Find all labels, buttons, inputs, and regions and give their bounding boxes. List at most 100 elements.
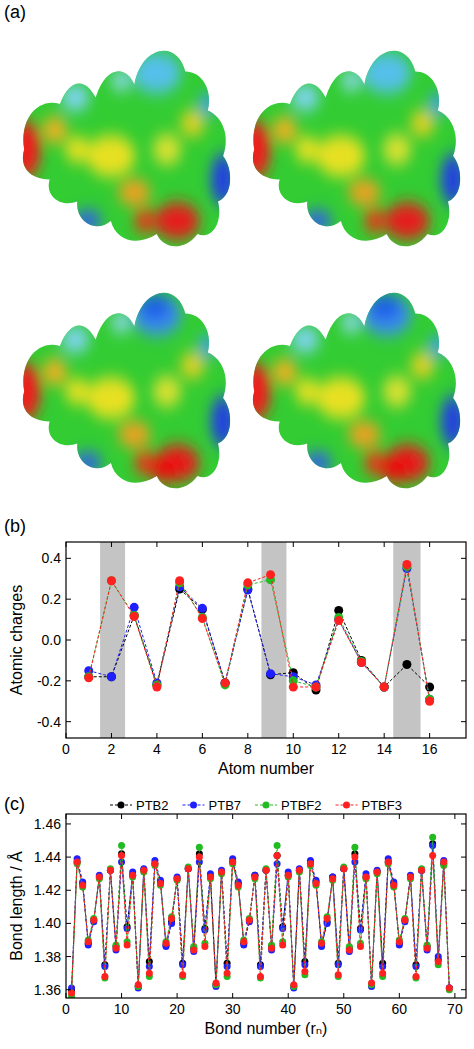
y-tick: [461, 956, 466, 957]
y-tick-label: 1.36: [34, 982, 61, 998]
y-tick: [461, 640, 466, 641]
surface-spot: [43, 117, 67, 143]
y-tick: [461, 680, 466, 681]
surface: [242, 293, 465, 489]
data-point: [107, 576, 116, 585]
data-point: [263, 867, 270, 874]
surface-spot: [155, 203, 200, 239]
y-tick: [461, 857, 466, 858]
data-point: [401, 917, 408, 924]
x-tick: [232, 814, 233, 819]
x-tick-label: 0: [62, 741, 70, 757]
x-tick-label: 4: [153, 741, 161, 757]
data-point: [285, 872, 292, 879]
x-tick: [156, 542, 157, 547]
surface-spot-group: [12, 294, 235, 483]
surface-spot: [303, 211, 332, 232]
data-point: [198, 604, 207, 613]
x-tick-label: 10: [285, 741, 301, 757]
x-tick-label: 0: [62, 1001, 70, 1017]
series-line: [72, 846, 450, 989]
surface-spot: [153, 376, 182, 407]
legend-marker: [190, 802, 197, 809]
y-tick: [66, 890, 71, 891]
surface-spots: [12, 52, 235, 239]
data-point: [113, 945, 120, 952]
data-point: [84, 673, 93, 682]
data-point: [135, 981, 142, 988]
data-point: [357, 943, 364, 950]
surface-spot: [198, 94, 218, 115]
data-point: [151, 860, 158, 867]
y-tick: [461, 599, 466, 600]
series-line: [72, 837, 450, 996]
surface-spot: [291, 85, 320, 111]
data-point: [296, 867, 303, 874]
data-point: [346, 946, 353, 953]
x-tick: [384, 733, 385, 738]
data-point: [90, 917, 97, 924]
data-point: [266, 570, 275, 579]
data-point: [390, 882, 397, 889]
data-point: [101, 973, 108, 980]
surface: [12, 293, 235, 489]
data-point: [307, 860, 314, 867]
x-tick: [177, 814, 178, 819]
data-point: [274, 852, 281, 859]
plot-area: [68, 834, 453, 998]
x-tick: [288, 814, 289, 819]
data-point: [118, 842, 125, 849]
data-point: [424, 945, 431, 952]
x-tick: [399, 993, 400, 998]
data-point: [290, 981, 297, 988]
data-point: [435, 958, 442, 965]
x-tick: [121, 993, 122, 998]
surface-spot: [118, 179, 151, 205]
x-tick: [429, 733, 430, 738]
data-point: [201, 927, 208, 934]
surface-spot: [410, 111, 434, 137]
data-point: [240, 938, 247, 945]
data-point: [407, 873, 414, 880]
data-point: [152, 682, 161, 691]
y-tick: [66, 989, 71, 990]
x-tick-label: 14: [376, 741, 392, 757]
data-point: [151, 860, 158, 867]
surface-spot: [341, 312, 361, 333]
surface-spot: [316, 135, 365, 177]
surface-spot: [73, 211, 102, 232]
y-tick-label: 1.40: [34, 915, 61, 931]
y-tick-label: 0.4: [42, 550, 62, 566]
data-point: [263, 867, 270, 874]
x-tick-label: 12: [331, 741, 347, 757]
surface-spot: [362, 52, 411, 94]
x-tick: [454, 993, 455, 998]
surface-body: [253, 51, 460, 247]
x-tick: [399, 814, 400, 819]
surface-spots: [12, 294, 235, 483]
x-tick: [247, 733, 248, 738]
surface-spot: [65, 379, 89, 405]
surface-spot: [111, 312, 131, 333]
data-point: [146, 970, 153, 977]
x-tick: [121, 814, 122, 819]
x-tick: [111, 542, 112, 547]
y-tick: [66, 640, 71, 641]
x-tick: [202, 542, 203, 547]
data-point: [107, 867, 114, 874]
x-tick-label: 6: [198, 741, 206, 757]
legend-label: PTBF3: [362, 798, 402, 813]
x-tick-label: 16: [422, 741, 438, 757]
x-tick: [232, 993, 233, 998]
x-tick: [177, 993, 178, 998]
data-point: [207, 873, 214, 880]
data-point: [221, 678, 230, 687]
surface-spot: [138, 294, 171, 320]
data-point: [446, 985, 453, 992]
x-tick: [384, 542, 385, 547]
y-tick-label: 1.44: [34, 849, 61, 865]
x-tick: [66, 814, 67, 819]
x-axis-title: Bond number (rₙ): [205, 1020, 328, 1037]
panel-label: (b): [4, 516, 26, 536]
surface-spot: [134, 209, 154, 232]
